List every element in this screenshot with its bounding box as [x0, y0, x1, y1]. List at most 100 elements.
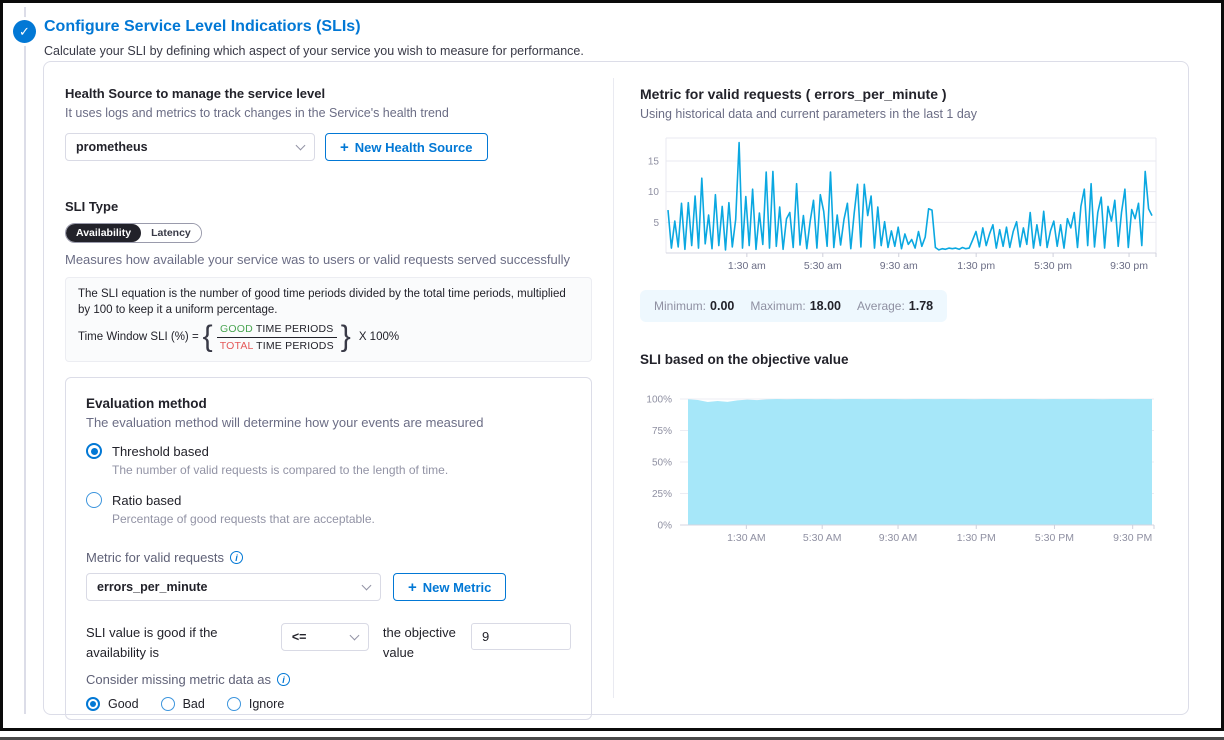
metric-line-chart: 5 10 15 1:30 am 5:30 am 9:30 am 1:30 pm 5:30 pm… — [640, 135, 1164, 282]
equation-lhs: Time Window SLI (%) = — [78, 331, 199, 344]
sli-type-description: Measures how available your service was … — [65, 252, 571, 267]
svg-text:5:30 am: 5:30 am — [804, 260, 842, 272]
svg-text:50%: 50% — [652, 458, 672, 469]
sli-equation-text: The SLI equation is the number of good t… — [78, 288, 566, 316]
column-divider — [613, 78, 614, 698]
metric-chart-title: Metric for valid requests ( errors_per_m… — [640, 86, 947, 102]
total-word: TOTAL — [219, 339, 254, 352]
page-title: Configure Service Level Indicatiors (SLI… — [44, 18, 361, 35]
sli-type-title: SLI Type — [65, 199, 119, 214]
metric-stats: Minimum: 0.00 Maximum: 18.00 Average: 1.78 — [640, 290, 948, 322]
svg-text:10: 10 — [648, 187, 660, 198]
sli-chart-title: SLI based on the objective value — [640, 352, 849, 367]
metric-for-valid-requests-label: Metric for valid requests — [86, 550, 224, 566]
equation-rhs: X 100% — [358, 331, 400, 344]
sli-condition-prefix: SLI value is good if the availability is — [86, 625, 218, 661]
evaluation-method-title: Evaluation method — [86, 396, 207, 412]
info-icon[interactable]: i — [276, 673, 290, 687]
svg-text:75%: 75% — [652, 426, 672, 437]
sli-type-toggle: Availability Latency — [65, 223, 202, 243]
operator-selected-value: <= — [291, 630, 307, 645]
missing-data-good-label: Good — [108, 697, 139, 712]
missing-data-bad-radio[interactable]: Bad — [160, 697, 205, 712]
plus-icon: + — [408, 578, 417, 596]
svg-text:5:30 pm: 5:30 pm — [1034, 260, 1072, 272]
ratio-based-description: Percentage of good requests that are acc… — [112, 512, 375, 527]
sli-config-left-column: Health Source to manage the service leve… — [44, 62, 613, 721]
average-label: Average: — [856, 299, 905, 313]
sli-area-chart: 0% 25% 50% 75% 100% 1:30 AM 5:30 AM 9:30 AM 1:30… — [640, 391, 1164, 554]
svg-text:5: 5 — [653, 218, 659, 229]
radio-selected-icon — [86, 443, 102, 460]
sli-preview-right-column: Metric for valid requests ( errors_per_m… — [614, 62, 1188, 714]
svg-text:1:30 pm: 1:30 pm — [957, 260, 995, 272]
page-subtitle: Calculate your SLI by defining which asp… — [44, 44, 584, 58]
svg-text:5:30 PM: 5:30 PM — [1035, 532, 1074, 544]
evaluation-method-card: Evaluation method The evaluation method … — [65, 377, 592, 721]
svg-text:25%: 25% — [652, 489, 672, 500]
info-icon[interactable]: i — [230, 551, 243, 565]
new-health-source-label: New Health Source — [354, 139, 473, 155]
svg-text:9:30 AM: 9:30 AM — [879, 532, 918, 544]
ratio-based-radio[interactable]: Ratio based — [86, 492, 571, 509]
svg-text:1:30 AM: 1:30 AM — [727, 532, 766, 544]
svg-text:5:30 AM: 5:30 AM — [803, 532, 842, 544]
radio-unselected-icon — [226, 697, 241, 712]
svg-text:100%: 100% — [646, 395, 672, 406]
maximum-label: Maximum: — [750, 299, 806, 313]
missing-data-ignore-radio[interactable]: Ignore — [226, 697, 285, 712]
sli-condition-suffix: the objective value — [382, 625, 456, 661]
health-source-subtitle: It uses logs and metrics to track change… — [65, 106, 449, 120]
svg-text:15: 15 — [648, 157, 660, 168]
average-value: 1.78 — [908, 299, 934, 313]
close-brace: } — [340, 320, 351, 354]
operator-select[interactable]: <= — [280, 623, 369, 652]
health-source-selected-value: prometheus — [76, 140, 148, 154]
radio-selected-icon — [86, 697, 100, 712]
sli-type-latency[interactable]: Latency — [141, 224, 201, 242]
metric-chart-subtitle: Using historical data and current parame… — [640, 107, 977, 121]
missing-data-good-radio[interactable]: Good — [86, 697, 139, 712]
open-brace: { — [202, 320, 213, 354]
good-word: GOOD — [220, 322, 253, 335]
evaluation-method-subtitle: The evaluation method will determine how… — [86, 415, 484, 431]
minimum-value: 0.00 — [710, 299, 735, 313]
equation-fraction: GOOD TIME PERIODS TOTAL TIME PERIODS — [216, 322, 337, 352]
metric-selected-value: errors_per_minute — [97, 580, 208, 595]
chevron-down-icon — [349, 630, 360, 640]
svg-text:1:30 PM: 1:30 PM — [957, 532, 996, 544]
missing-data-bad-label: Bad — [182, 697, 205, 712]
sli-equation-box: The SLI equation is the number of good t… — [65, 277, 592, 363]
denominator-rest: TIME PERIODS — [253, 339, 334, 352]
svg-text:9:30 PM: 9:30 PM — [1113, 532, 1152, 544]
minimum-label: Minimum: — [654, 299, 707, 313]
missing-metric-data-label: Consider missing metric data as — [86, 672, 271, 688]
health-source-title: Health Source to manage the service leve… — [65, 86, 326, 101]
maximum-value: 18.00 — [809, 299, 841, 313]
ratio-based-label: Ratio based — [112, 492, 182, 508]
new-metric-label: New Metric — [422, 579, 492, 595]
threshold-based-label: Threshold based — [112, 443, 209, 459]
new-health-source-button[interactable]: + New Health Source — [325, 133, 488, 161]
chevron-down-icon — [295, 140, 306, 150]
plus-icon: + — [340, 138, 349, 156]
radio-unselected-icon — [160, 697, 175, 712]
threshold-based-radio[interactable]: Threshold based — [86, 443, 571, 460]
wizard-step-line — [24, 7, 26, 714]
sli-type-availability[interactable]: Availability — [66, 224, 142, 242]
sli-equation-formula: Time Window SLI (%) = { GOOD TIME PERIOD… — [78, 322, 579, 352]
missing-data-ignore-label: Ignore — [248, 697, 285, 712]
health-source-select[interactable]: prometheus — [65, 133, 315, 161]
sli-config-panel: Health Source to manage the service leve… — [43, 61, 1189, 721]
radio-unselected-icon — [86, 492, 102, 509]
bottom-edge-bar — [0, 737, 1224, 740]
svg-text:0%: 0% — [658, 521, 673, 532]
objective-value-input[interactable] — [471, 623, 571, 651]
step-complete-badge: ✓ — [13, 20, 36, 43]
svg-text:9:30 pm: 9:30 pm — [1110, 260, 1148, 272]
metric-select[interactable]: errors_per_minute — [86, 573, 381, 602]
check-icon: ✓ — [19, 23, 30, 39]
new-metric-button[interactable]: + New Metric — [393, 573, 507, 602]
chevron-down-icon — [361, 580, 372, 590]
